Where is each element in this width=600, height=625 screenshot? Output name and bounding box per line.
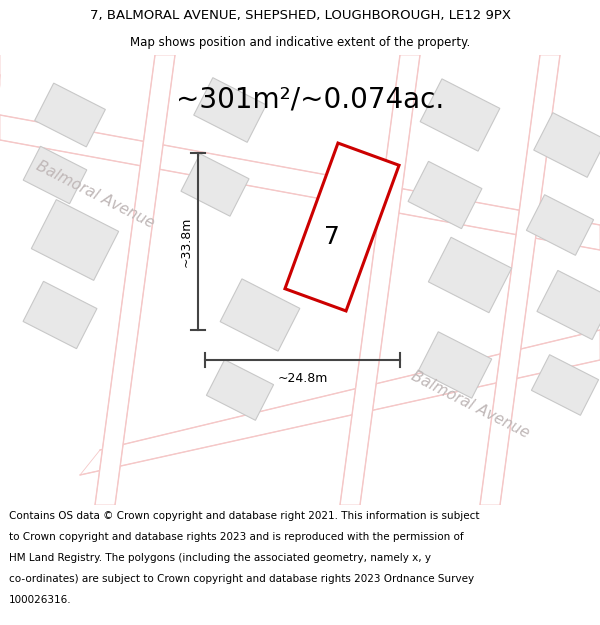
Polygon shape xyxy=(181,154,249,216)
Text: Balmoral Avenue: Balmoral Avenue xyxy=(34,159,157,231)
Polygon shape xyxy=(194,78,266,142)
Text: Balmoral Avenue: Balmoral Avenue xyxy=(409,369,532,441)
Polygon shape xyxy=(428,238,512,312)
Text: to Crown copyright and database rights 2023 and is reproduced with the permissio: to Crown copyright and database rights 2… xyxy=(9,532,464,542)
Polygon shape xyxy=(31,199,119,281)
Polygon shape xyxy=(80,330,600,475)
Polygon shape xyxy=(206,360,274,420)
Polygon shape xyxy=(23,281,97,349)
Polygon shape xyxy=(532,355,599,415)
Polygon shape xyxy=(35,83,106,147)
Polygon shape xyxy=(480,55,560,505)
Polygon shape xyxy=(23,146,87,204)
Text: HM Land Registry. The polygons (including the associated geometry, namely x, y: HM Land Registry. The polygons (includin… xyxy=(9,553,431,563)
Text: 100026316.: 100026316. xyxy=(9,595,71,605)
Polygon shape xyxy=(537,271,600,339)
Polygon shape xyxy=(220,279,300,351)
Text: 7: 7 xyxy=(324,225,340,249)
Polygon shape xyxy=(534,112,600,178)
Text: Map shows position and indicative extent of the property.: Map shows position and indicative extent… xyxy=(130,36,470,49)
Polygon shape xyxy=(420,79,500,151)
Polygon shape xyxy=(340,55,420,505)
Text: ~301m²/~0.074ac.: ~301m²/~0.074ac. xyxy=(176,86,444,114)
Polygon shape xyxy=(95,55,175,505)
Text: ~33.8m: ~33.8m xyxy=(180,216,193,267)
Polygon shape xyxy=(418,332,492,398)
Text: Contains OS data © Crown copyright and database right 2021. This information is : Contains OS data © Crown copyright and d… xyxy=(9,511,479,521)
Text: ~24.8m: ~24.8m xyxy=(277,372,328,385)
Polygon shape xyxy=(0,115,600,250)
Text: 7, BALMORAL AVENUE, SHEPSHED, LOUGHBOROUGH, LE12 9PX: 7, BALMORAL AVENUE, SHEPSHED, LOUGHBOROU… xyxy=(89,9,511,22)
Text: co-ordinates) are subject to Crown copyright and database rights 2023 Ordnance S: co-ordinates) are subject to Crown copyr… xyxy=(9,574,474,584)
Polygon shape xyxy=(408,161,482,229)
Polygon shape xyxy=(526,195,593,255)
Polygon shape xyxy=(285,143,399,311)
